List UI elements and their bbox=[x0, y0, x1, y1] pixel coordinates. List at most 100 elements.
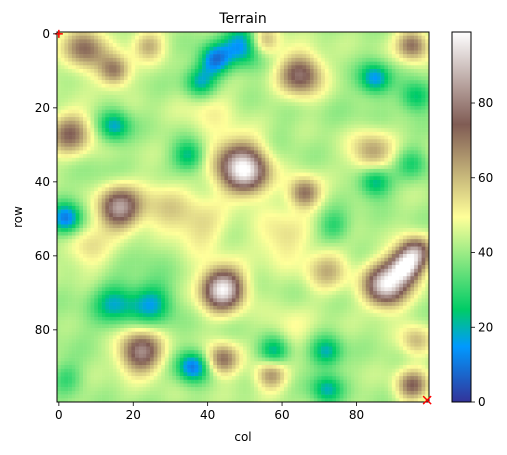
heatmap-cell bbox=[332, 125, 336, 129]
heatmap-cell bbox=[351, 191, 355, 195]
heatmap-cell bbox=[340, 36, 344, 40]
heatmap-cell bbox=[87, 62, 91, 66]
heatmap-cell bbox=[198, 136, 202, 140]
heatmap-cell bbox=[139, 84, 143, 88]
heatmap-cell bbox=[369, 173, 373, 177]
heatmap-cell bbox=[117, 51, 121, 55]
heatmap-cell bbox=[68, 162, 72, 166]
heatmap-cell bbox=[210, 113, 214, 117]
heatmap-cell bbox=[94, 43, 98, 47]
heatmap-cell bbox=[154, 91, 158, 95]
heatmap-cell bbox=[76, 199, 80, 203]
heatmap-cell bbox=[343, 184, 347, 188]
heatmap-cell bbox=[243, 43, 247, 47]
heatmap-cell bbox=[366, 80, 370, 84]
heatmap-cell bbox=[94, 158, 98, 162]
heatmap-cell bbox=[161, 154, 165, 158]
heatmap-cell bbox=[213, 173, 217, 177]
heatmap-cell bbox=[414, 80, 418, 84]
heatmap-cell bbox=[239, 213, 243, 217]
heatmap-cell bbox=[388, 51, 392, 55]
heatmap-cell bbox=[172, 213, 176, 217]
heatmap-cell bbox=[325, 51, 329, 55]
heatmap-cell bbox=[254, 91, 258, 95]
heatmap-cell bbox=[64, 91, 68, 95]
heatmap-cell bbox=[236, 199, 240, 203]
heatmap-cell bbox=[388, 121, 392, 125]
heatmap-cell bbox=[157, 165, 161, 169]
heatmap-cell bbox=[295, 51, 299, 55]
heatmap-cell bbox=[388, 136, 392, 140]
heatmap-cell bbox=[183, 36, 187, 40]
heatmap-cell bbox=[410, 202, 414, 206]
heatmap-cell bbox=[98, 158, 102, 162]
heatmap-cell bbox=[191, 158, 195, 162]
heatmap-cell bbox=[396, 199, 400, 203]
heatmap-cell bbox=[340, 128, 344, 132]
heatmap-cell bbox=[187, 36, 191, 40]
heatmap-cell bbox=[202, 165, 206, 169]
heatmap-cell bbox=[135, 176, 139, 180]
heatmap-cell bbox=[228, 187, 232, 191]
heatmap-cell bbox=[280, 184, 284, 188]
heatmap-cell bbox=[384, 99, 388, 103]
heatmap-cell bbox=[414, 187, 418, 191]
heatmap-cell bbox=[98, 150, 102, 154]
heatmap-cell bbox=[109, 213, 113, 217]
heatmap-cell bbox=[410, 102, 414, 106]
heatmap-cell bbox=[329, 187, 333, 191]
heatmap-cell bbox=[213, 95, 217, 99]
heatmap-cell bbox=[128, 110, 132, 114]
heatmap-cell bbox=[154, 154, 158, 158]
heatmap-cell bbox=[139, 191, 143, 195]
heatmap-cell bbox=[358, 210, 362, 214]
heatmap-cell bbox=[139, 143, 143, 147]
heatmap-cell bbox=[418, 54, 422, 58]
heatmap-cell bbox=[369, 150, 373, 154]
heatmap-cell bbox=[254, 154, 258, 158]
heatmap-cell bbox=[124, 47, 128, 51]
heatmap-cell bbox=[113, 32, 117, 36]
heatmap-cell bbox=[243, 195, 247, 199]
heatmap-cell bbox=[254, 184, 258, 188]
heatmap-cell bbox=[61, 80, 65, 84]
heatmap-cell bbox=[407, 51, 411, 55]
heatmap-cell bbox=[221, 117, 225, 121]
heatmap-cell bbox=[183, 102, 187, 106]
heatmap-cell bbox=[76, 202, 80, 206]
heatmap-cell bbox=[187, 39, 191, 43]
heatmap-cell bbox=[210, 187, 214, 191]
heatmap-cell bbox=[213, 195, 217, 199]
heatmap-cell bbox=[262, 184, 266, 188]
heatmap-cell bbox=[329, 69, 333, 73]
heatmap-cell bbox=[180, 210, 184, 214]
heatmap-cell bbox=[392, 91, 396, 95]
heatmap-cell bbox=[288, 73, 292, 77]
heatmap-cell bbox=[232, 169, 236, 173]
heatmap-cell bbox=[317, 84, 321, 88]
heatmap-cell bbox=[105, 173, 109, 177]
heatmap-cell bbox=[79, 210, 83, 214]
heatmap-cell bbox=[303, 150, 307, 154]
heatmap-cell bbox=[172, 32, 176, 36]
heatmap-cell bbox=[265, 39, 269, 43]
heatmap-cell bbox=[87, 128, 91, 132]
heatmap-cell bbox=[187, 184, 191, 188]
heatmap-cell bbox=[217, 180, 221, 184]
heatmap-cell bbox=[176, 113, 180, 117]
heatmap-cell bbox=[306, 88, 310, 92]
heatmap-cell bbox=[422, 128, 426, 132]
heatmap-cell bbox=[228, 58, 232, 62]
heatmap-cell bbox=[284, 62, 288, 66]
heatmap-cell bbox=[113, 58, 117, 62]
heatmap-cell bbox=[414, 176, 418, 180]
heatmap-cell bbox=[299, 88, 303, 92]
heatmap-cell bbox=[306, 99, 310, 103]
heatmap-cell bbox=[269, 173, 273, 177]
heatmap-cell bbox=[195, 132, 199, 136]
heatmap-cell bbox=[262, 117, 266, 121]
heatmap-cell bbox=[124, 191, 128, 195]
heatmap-cell bbox=[57, 187, 61, 191]
heatmap-cell bbox=[176, 165, 180, 169]
heatmap-cell bbox=[150, 213, 154, 217]
